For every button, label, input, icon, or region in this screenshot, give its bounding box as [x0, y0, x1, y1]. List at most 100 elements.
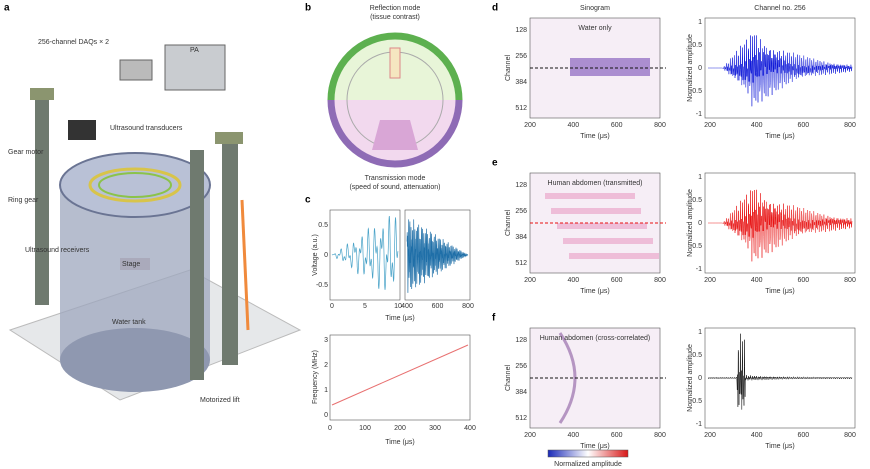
label: 800 [462, 303, 474, 310]
label: Channel [505, 55, 512, 82]
label: -1 [696, 266, 702, 273]
label: 0 [330, 303, 334, 310]
label: 0.5 [692, 197, 702, 204]
label: 200 [704, 277, 716, 284]
label: 512 [515, 415, 527, 422]
waveform [406, 219, 469, 293]
label: Reflection mode [370, 5, 421, 12]
label: 384 [515, 79, 527, 86]
label: 1 [324, 387, 328, 394]
sinogram-curve [558, 332, 577, 424]
chirp-line [331, 344, 469, 406]
label: 600 [432, 303, 444, 310]
label: Sinogram [580, 5, 610, 12]
label: -0.5 [690, 398, 702, 405]
label: 1 [698, 174, 702, 181]
label: 600 [611, 432, 623, 439]
label: 600 [797, 277, 809, 284]
label: 3 [324, 337, 328, 344]
label: 300 [429, 425, 441, 432]
label: Time (μs) [765, 288, 794, 295]
label: 1 [698, 329, 702, 336]
panel-label: f [492, 313, 496, 324]
label: 100 [359, 425, 371, 432]
waveform [707, 333, 853, 410]
label: 200 [394, 425, 406, 432]
axes-box [329, 334, 471, 421]
label: Time (μs) [385, 439, 414, 446]
label: 400 [567, 432, 579, 439]
label: Ring gear [8, 197, 39, 204]
label: -1 [696, 421, 702, 428]
panel-label: c [305, 195, 311, 206]
ring-diagram [327, 32, 463, 168]
sinogram-band [563, 238, 653, 244]
label: Normalized amplitude [554, 461, 622, 468]
axes-box [329, 209, 401, 301]
label: Channel [505, 365, 512, 392]
waveform [708, 35, 853, 107]
label: 128 [515, 27, 527, 34]
label: Normalized amplitude [687, 34, 694, 102]
label: 600 [611, 277, 623, 284]
label: 800 [654, 122, 666, 129]
label: Human abdomen (transmitted) [548, 180, 643, 187]
label: 200 [704, 432, 716, 439]
label: 256 [515, 53, 527, 60]
label: 800 [844, 122, 856, 129]
label: Time (μs) [580, 288, 609, 295]
label: Voltage (a.u.) [312, 234, 319, 276]
label: 5 [363, 303, 367, 310]
label: 0 [698, 65, 702, 72]
label: -0.5 [316, 282, 328, 289]
sinogram-band [545, 193, 635, 199]
label: 512 [515, 105, 527, 112]
label: 512 [515, 260, 527, 267]
label: 0 [324, 412, 328, 419]
label: Ultrasound transducers [110, 125, 183, 132]
label: 256-channel DAQs × 2 [38, 39, 109, 46]
label: (speed of sound, attenuation) [349, 184, 440, 191]
label: 400 [401, 303, 413, 310]
label: Human abdomen (cross-correlated) [540, 335, 651, 342]
label: 0 [328, 425, 332, 432]
label: 2 [324, 362, 328, 369]
label: 1 [698, 19, 702, 26]
label: Frequency (MHz) [312, 350, 319, 404]
label: 200 [524, 277, 536, 284]
label: -0.5 [690, 88, 702, 95]
label: 200 [704, 122, 716, 129]
label: Time (μs) [765, 133, 794, 140]
panel-label: a [4, 3, 10, 14]
label: Transmission mode [365, 175, 426, 182]
waveform [331, 215, 399, 290]
label: 200 [524, 122, 536, 129]
label: Water tank [112, 319, 146, 326]
label: Ultrasound receivers [25, 247, 90, 254]
label: 10 [394, 303, 402, 310]
axes-box [704, 172, 856, 274]
label: 600 [797, 432, 809, 439]
label: 800 [654, 432, 666, 439]
label: 400 [464, 425, 476, 432]
sinogram-band [557, 223, 647, 229]
axes-box [704, 17, 856, 119]
label: Water only [578, 25, 612, 32]
label: 400 [751, 432, 763, 439]
label: 800 [844, 432, 856, 439]
label: 384 [515, 234, 527, 241]
panel-label: e [492, 158, 498, 169]
label: 0.5 [692, 42, 702, 49]
label: Channel [505, 210, 512, 237]
label: 400 [567, 277, 579, 284]
label: 256 [515, 208, 527, 215]
label: (tissue contrast) [370, 14, 420, 21]
label: 0 [698, 220, 702, 227]
sinogram-band [551, 208, 641, 214]
label: 256 [515, 363, 527, 370]
label: 400 [567, 122, 579, 129]
label: Gear motor [8, 149, 44, 156]
label: -1 [696, 111, 702, 118]
label: Normalized amplitude [687, 189, 694, 257]
label: PA [190, 47, 199, 54]
